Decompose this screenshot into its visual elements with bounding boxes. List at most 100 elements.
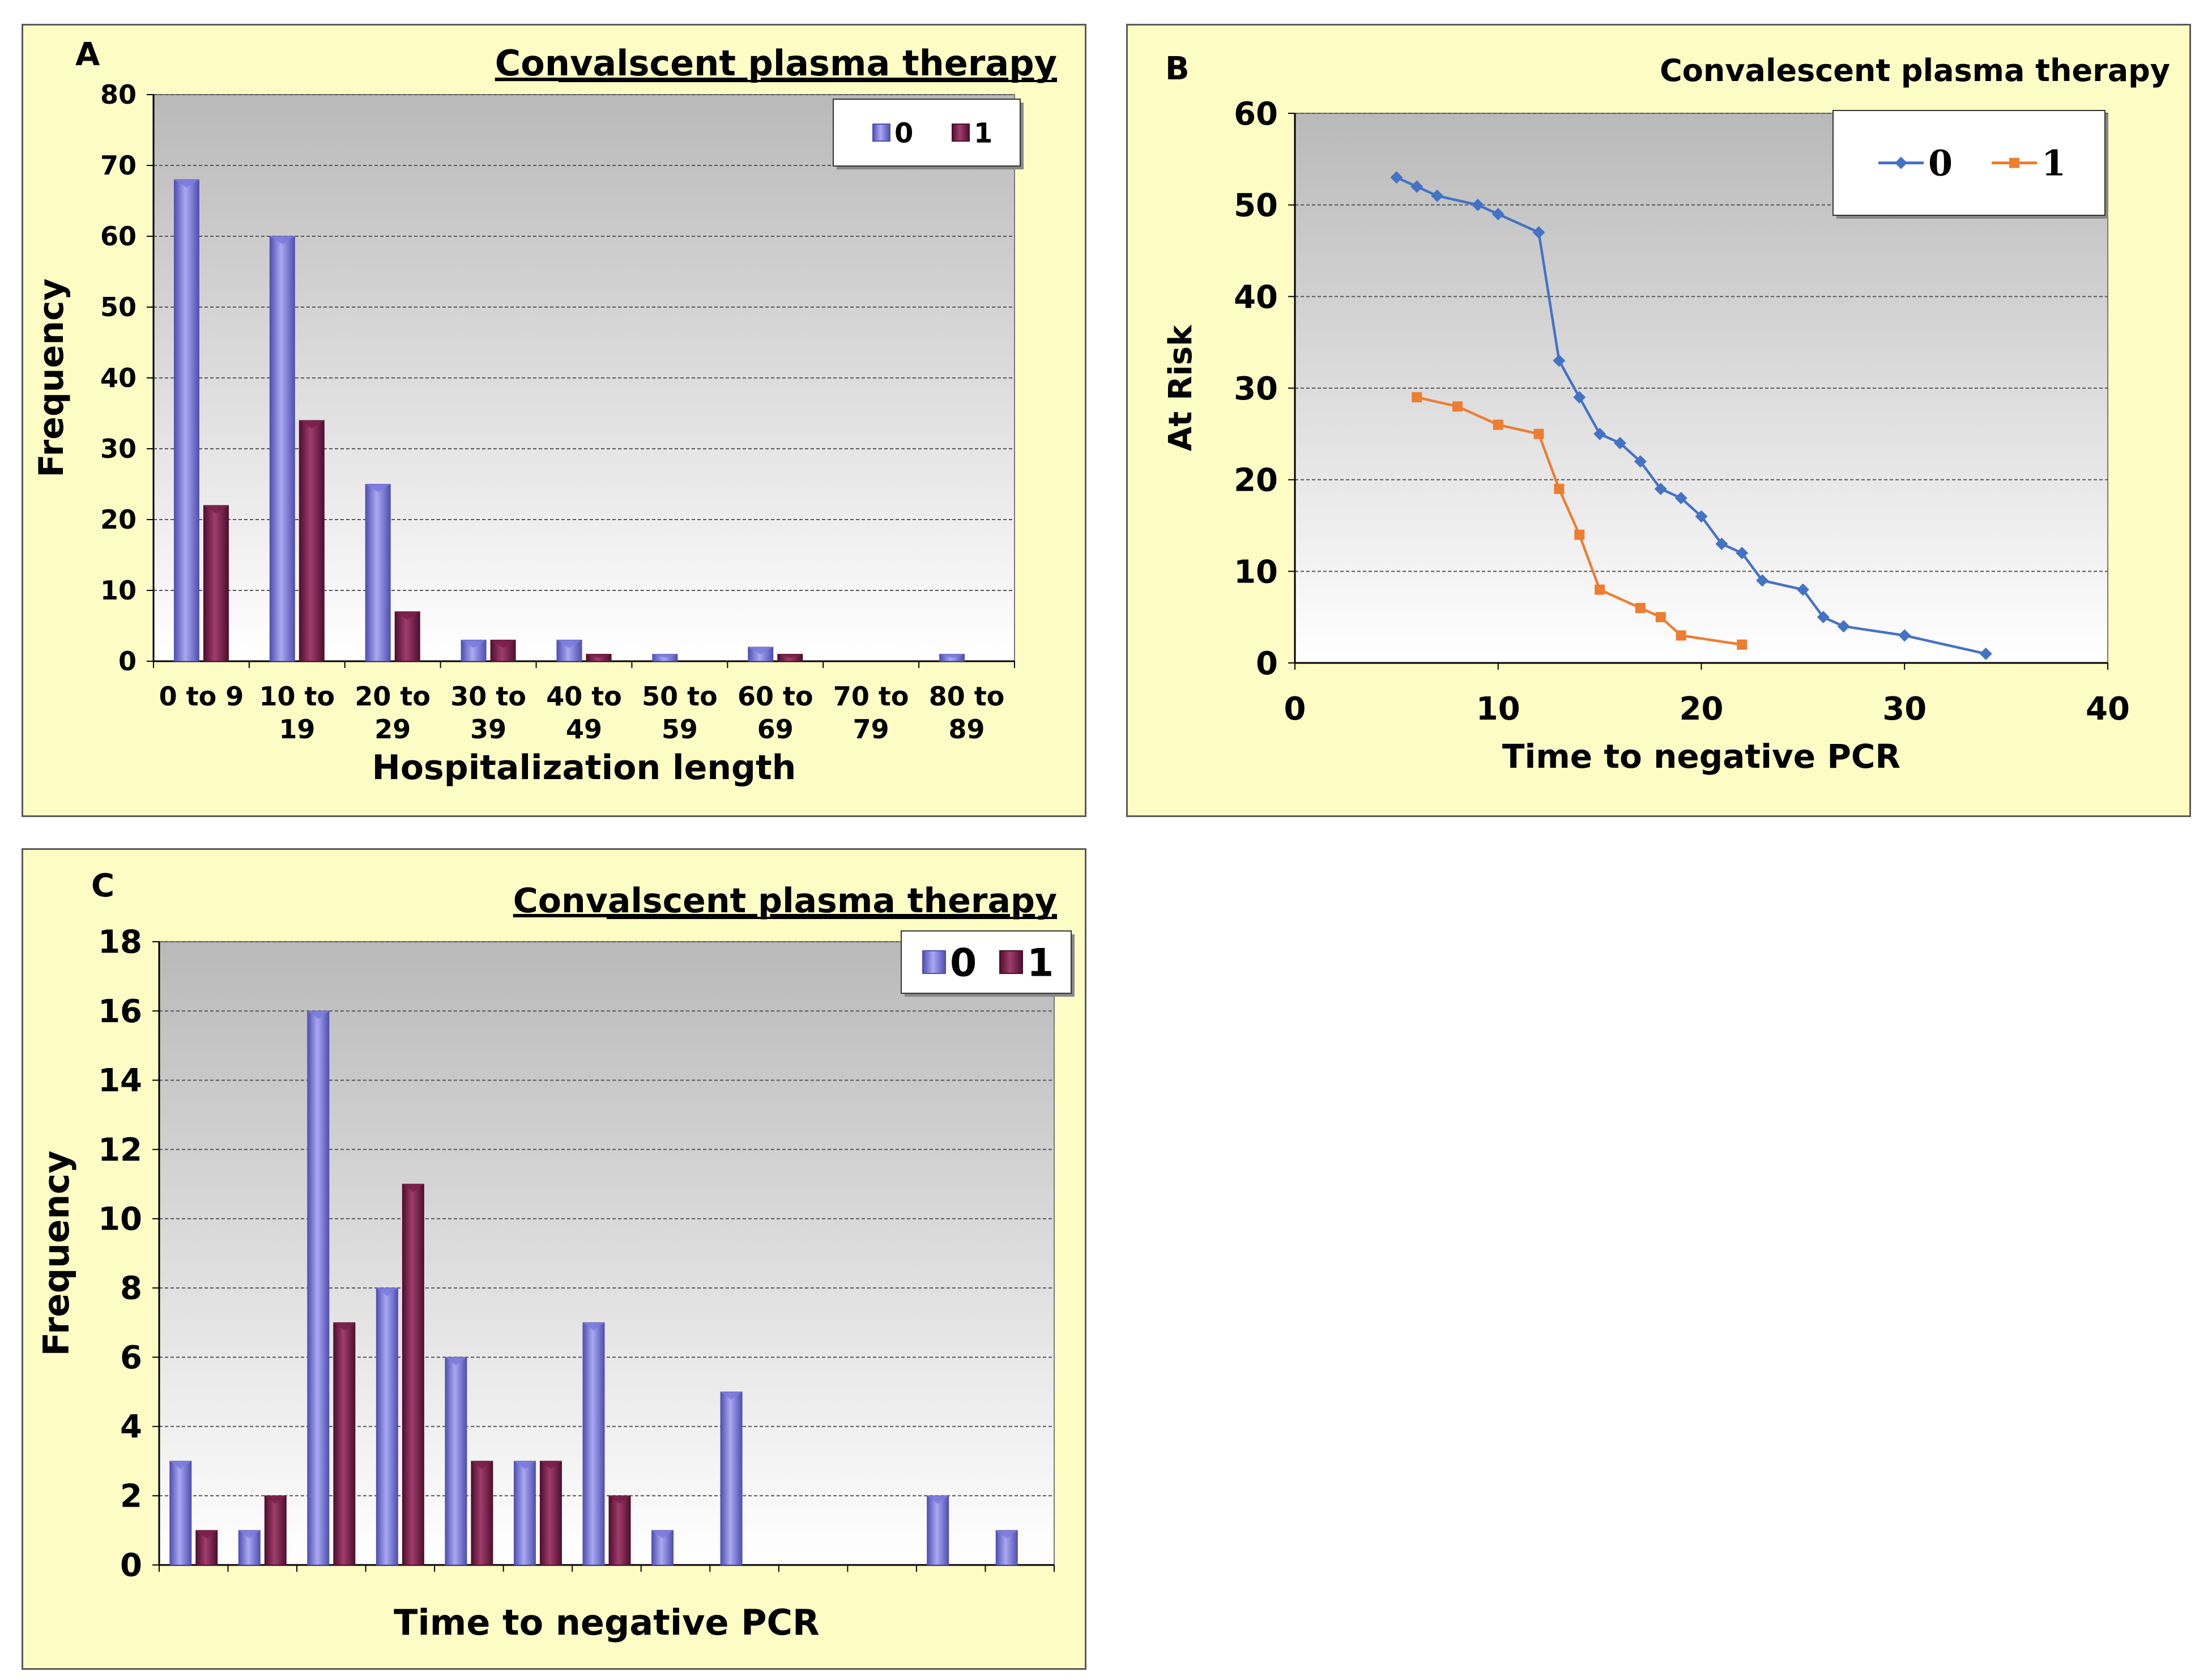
x-category-label: 89 xyxy=(949,714,985,745)
data-point-series-0 xyxy=(1796,583,1809,596)
bar-series-1 xyxy=(539,1461,562,1566)
bar-series-0 xyxy=(269,236,295,662)
x-category-label: 39 xyxy=(470,714,506,745)
y-tick-label: 30 xyxy=(100,433,137,464)
bar-top-bevel xyxy=(195,1530,218,1538)
x-category-label: 29 xyxy=(374,714,411,745)
y-tick-label: 12 xyxy=(98,1132,142,1168)
y-tick-label: 0 xyxy=(118,646,137,677)
x-category-label: 10 to xyxy=(259,681,335,712)
chart-title: Convalscent plasma therapy xyxy=(513,881,1057,921)
bar-top-bevel xyxy=(748,647,773,654)
bar-series-1 xyxy=(333,1322,356,1566)
x-tick-label: 20 xyxy=(1680,691,1724,728)
bar-top-bevel xyxy=(395,611,420,620)
data-point-series-1 xyxy=(1655,612,1666,623)
bar-top-bevel xyxy=(307,1011,329,1019)
bar-top-bevel xyxy=(996,1530,1018,1538)
y-axis-title: At Risk xyxy=(1162,324,1199,451)
data-point-series-1 xyxy=(1493,419,1503,430)
x-category-label: 59 xyxy=(662,714,698,745)
bar-top-bevel xyxy=(445,1357,467,1366)
bar-top-bevel xyxy=(540,1461,562,1469)
legend-label-1: 1 xyxy=(974,117,992,149)
bar-series-0 xyxy=(445,1356,467,1566)
bar-series-0 xyxy=(169,1461,192,1566)
data-point-series-0 xyxy=(1390,171,1403,184)
data-point-series-0 xyxy=(1898,629,1911,642)
chart-title: Convalscent plasma therapy xyxy=(495,42,1057,84)
data-point-series-0 xyxy=(1573,391,1586,404)
bar-series-0 xyxy=(307,1010,330,1566)
bar-top-bevel xyxy=(365,484,391,492)
bar-top-bevel xyxy=(514,1461,536,1469)
x-category-label: 60 to xyxy=(738,681,813,712)
x-category-label: 80 to xyxy=(929,681,1005,712)
bar-top-bevel xyxy=(203,505,229,513)
y-tick-label: 70 xyxy=(100,150,137,181)
bar-series-0 xyxy=(173,179,199,662)
data-point-series-0 xyxy=(1471,198,1484,211)
data-point-series-1 xyxy=(1595,584,1605,595)
x-axis-title: Hospitalization length xyxy=(372,748,796,788)
data-point-series-0 xyxy=(1715,537,1728,550)
y-tick-label: 10 xyxy=(100,575,137,606)
legend-label-0: 0 xyxy=(894,117,913,149)
bar-series-0 xyxy=(513,1461,536,1566)
x-tick-label: 40 xyxy=(2086,691,2130,728)
data-point-series-1 xyxy=(1635,603,1646,613)
y-tick-label: 10 xyxy=(98,1201,142,1237)
data-point-series-1 xyxy=(1452,401,1463,412)
data-point-series-1 xyxy=(1574,529,1585,540)
x-tick-label: 10 xyxy=(1476,691,1520,728)
data-point-series-0 xyxy=(1736,547,1749,559)
chart-panel-a: 0 10 20 30 40 50 60 70 80 0 to 9 10 to 19 20 to 29 30 … xyxy=(22,24,1086,817)
bar-series-1 xyxy=(299,420,325,662)
y-tick-label: 50 xyxy=(1234,188,1278,224)
legend-swatch-1 xyxy=(999,950,1023,974)
bar-top-bevel xyxy=(777,654,803,658)
y-tick-label: 80 xyxy=(100,79,137,110)
bar-top-bevel xyxy=(238,1530,261,1538)
y-tick-label: 6 xyxy=(120,1339,142,1376)
data-point-series-1 xyxy=(1737,639,1748,650)
legend-swatch-0 xyxy=(922,950,946,974)
bar-series-0 xyxy=(365,484,391,662)
y-tick-label: 20 xyxy=(100,504,137,535)
x-category-label: 19 xyxy=(279,714,315,745)
bar-top-bevel xyxy=(557,640,582,648)
data-point-series-0 xyxy=(1817,611,1830,624)
bar-series-1 xyxy=(471,1461,493,1566)
y-tick-label: 60 xyxy=(100,221,137,252)
x-tick-label: 30 xyxy=(1882,691,1927,728)
bar-series-1 xyxy=(264,1495,287,1566)
x-tick-label: 0 xyxy=(1284,691,1306,728)
bar-series-1 xyxy=(394,611,420,662)
y-tick-label: 30 xyxy=(1234,371,1278,407)
data-point-series-0 xyxy=(1593,427,1606,440)
legend-box xyxy=(833,99,1021,167)
panel-label: C xyxy=(91,867,114,904)
data-point-series-1 xyxy=(1533,428,1544,439)
x-category-label: 20 to xyxy=(355,681,431,712)
x-category-label: 70 to xyxy=(833,681,909,712)
bar-top-bevel xyxy=(461,640,487,648)
bar-top-bevel xyxy=(333,1322,355,1331)
x-category-label: 69 xyxy=(757,714,794,745)
bar-top-bevel xyxy=(491,640,516,648)
x-category-label: 40 to xyxy=(546,681,622,712)
bar-top-bevel xyxy=(721,1392,743,1400)
data-point-series-0 xyxy=(1431,189,1444,202)
y-tick-label: 60 xyxy=(1234,96,1278,133)
bar-top-bevel xyxy=(586,654,611,658)
bar-top-bevel xyxy=(652,654,677,658)
y-tick-label: 8 xyxy=(120,1270,142,1307)
bar-top-bevel xyxy=(169,1461,191,1469)
y-tick-label: 10 xyxy=(1234,554,1278,590)
x-category-label: 49 xyxy=(566,714,602,745)
data-point-series-0 xyxy=(1410,180,1423,193)
series-line-0 xyxy=(1396,176,1987,656)
